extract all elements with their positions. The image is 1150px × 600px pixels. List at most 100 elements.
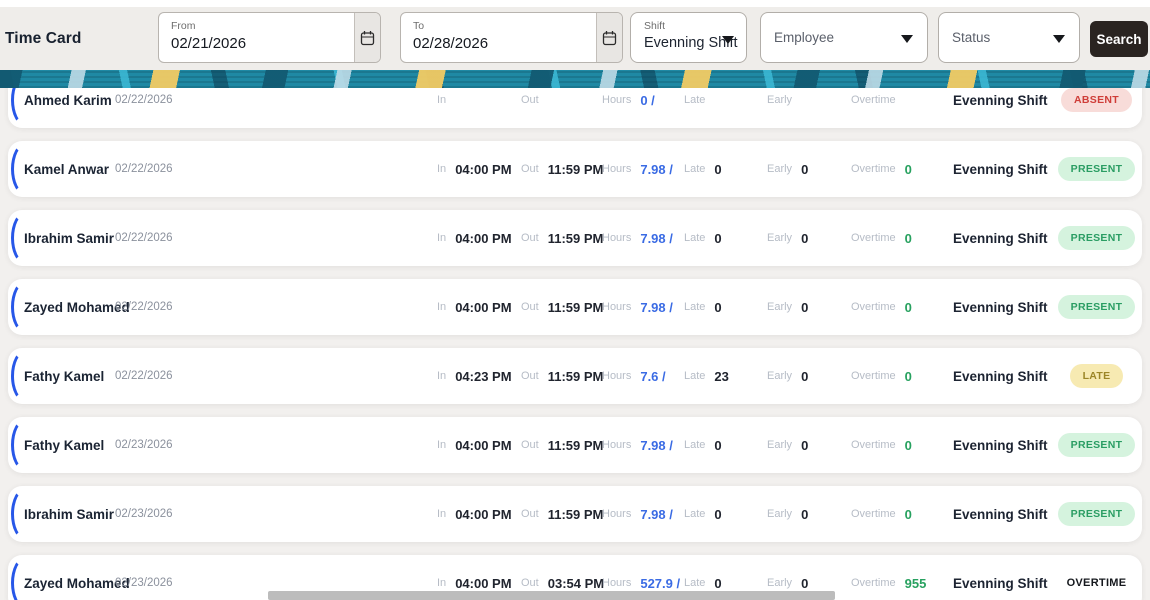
late-stat: Late 0 bbox=[684, 506, 722, 522]
row-accent bbox=[11, 350, 31, 402]
in-stat: In 04:23 PM bbox=[437, 368, 512, 384]
shift-value: Evenning Shift bbox=[644, 35, 738, 51]
out-stat: Out 11:59 PM bbox=[521, 299, 604, 315]
in-stat: In 04:00 PM bbox=[437, 506, 512, 522]
row-shift: Evenning Shift bbox=[953, 437, 1048, 453]
search-button[interactable]: Search bbox=[1090, 21, 1148, 57]
in-stat: In 04:00 PM bbox=[437, 299, 512, 315]
late-stat: Late 0 bbox=[684, 437, 722, 453]
status-badge: PRESENT bbox=[1057, 226, 1136, 250]
to-date-field[interactable]: To 02/28/2026 bbox=[400, 12, 623, 63]
row-accent bbox=[11, 212, 31, 264]
early-stat: Early 0 bbox=[767, 506, 809, 522]
hours-stat: Hours 0 / bbox=[602, 92, 655, 108]
from-label: From bbox=[171, 20, 196, 32]
employee-name: Zayed Mohamed bbox=[24, 299, 130, 315]
status-dropdown[interactable]: Status bbox=[938, 12, 1080, 63]
out-stat: Out 03:54 PM bbox=[521, 575, 605, 591]
out-stat: Out 11:59 PM bbox=[521, 437, 604, 453]
status-badge: PRESENT bbox=[1057, 295, 1136, 319]
row-date: 02/22/2026 bbox=[115, 232, 173, 244]
row-accent bbox=[11, 419, 31, 471]
out-stat: Out 11:59 PM bbox=[521, 161, 604, 177]
early-stat: Early 0 bbox=[767, 575, 809, 591]
out-stat: Out 11:59 PM bbox=[521, 506, 604, 522]
in-stat: In 04:00 PM bbox=[437, 575, 512, 591]
status-badge: PRESENT bbox=[1057, 157, 1136, 181]
table-row[interactable]: Ibrahim Samir 02/23/2026 In 04:00 PM Out 1… bbox=[8, 486, 1142, 542]
row-accent bbox=[11, 488, 31, 540]
hours-stat: Hours 7.6 / bbox=[602, 368, 666, 384]
hours-stat: Hours 7.98 / bbox=[602, 506, 673, 522]
table-row[interactable]: Fathy Kamel 02/22/2026 In 04:23 PM Out 11:… bbox=[8, 348, 1142, 404]
from-calendar-icon[interactable] bbox=[354, 13, 380, 62]
chevron-down-icon bbox=[1053, 34, 1065, 43]
status-placeholder: Status bbox=[952, 30, 991, 45]
to-calendar-icon[interactable] bbox=[596, 13, 622, 62]
employee-placeholder: Employee bbox=[774, 30, 835, 45]
status-badge: OVERTIME bbox=[1066, 577, 1127, 589]
employee-name: Ahmed Karim bbox=[24, 92, 112, 108]
overtime-stat: Overtime 0 bbox=[851, 368, 912, 384]
late-stat: Late 0 bbox=[684, 230, 722, 246]
out-stat: Out bbox=[521, 94, 539, 106]
shift-label: Shift bbox=[644, 20, 666, 32]
chevron-down-icon bbox=[901, 34, 913, 43]
overtime-stat: Overtime 0 bbox=[851, 506, 912, 522]
row-date: 02/22/2026 bbox=[115, 94, 173, 106]
row-shift: Evenning Shift bbox=[953, 92, 1048, 108]
top-strip bbox=[0, 0, 1150, 7]
shift-dropdown[interactable]: Shift Evenning Shift bbox=[630, 12, 747, 63]
row-shift: Evenning Shift bbox=[953, 368, 1048, 384]
timecard-list: Ahmed Karim 02/22/2026 In Out Hours 0 / L… bbox=[0, 70, 1150, 600]
out-stat: Out 11:59 PM bbox=[521, 368, 604, 384]
employee-name: Zayed Mohamed bbox=[24, 575, 130, 591]
row-date: 02/23/2026 bbox=[115, 439, 173, 451]
row-shift: Evenning Shift bbox=[953, 161, 1048, 177]
late-stat: Late 0 bbox=[684, 575, 722, 591]
overtime-stat: Overtime bbox=[851, 94, 896, 106]
overtime-stat: Overtime 0 bbox=[851, 230, 912, 246]
row-accent bbox=[11, 74, 31, 126]
page-title: Time Card bbox=[5, 29, 82, 47]
in-stat: In 04:00 PM bbox=[437, 161, 512, 177]
employee-name: Ibrahim Samir bbox=[24, 506, 115, 522]
in-stat: In bbox=[437, 94, 447, 106]
from-date-field[interactable]: From 02/21/2026 bbox=[158, 12, 381, 63]
table-row[interactable]: Zayed Mohamed 02/22/2026 In 04:00 PM Out 1… bbox=[8, 279, 1142, 335]
hours-stat: Hours 7.98 / bbox=[602, 161, 673, 177]
filter-bar: Time Card From 02/21/2026 To 02/28/2026 bbox=[0, 7, 1150, 70]
row-shift: Evenning Shift bbox=[953, 575, 1048, 591]
early-stat: Early 0 bbox=[767, 299, 809, 315]
to-label: To bbox=[413, 20, 425, 32]
chevron-down-icon bbox=[722, 36, 734, 44]
employee-name: Fathy Kamel bbox=[24, 437, 105, 453]
early-stat: Early 0 bbox=[767, 368, 809, 384]
row-date: 02/22/2026 bbox=[115, 370, 173, 382]
early-stat: Early bbox=[767, 94, 793, 106]
row-date: 02/23/2026 bbox=[115, 508, 173, 520]
hours-stat: Hours 7.98 / bbox=[602, 230, 673, 246]
row-shift: Evenning Shift bbox=[953, 230, 1048, 246]
status-badge: ABSENT bbox=[1061, 88, 1132, 112]
early-stat: Early 0 bbox=[767, 161, 809, 177]
early-stat: Early 0 bbox=[767, 437, 809, 453]
table-row[interactable]: Kamel Anwar 02/22/2026 In 04:00 PM Out 11:… bbox=[8, 141, 1142, 197]
table-row[interactable]: Ibrahim Samir 02/22/2026 In 04:00 PM Out 1… bbox=[8, 210, 1142, 266]
row-date: 02/22/2026 bbox=[115, 301, 173, 313]
in-stat: In 04:00 PM bbox=[437, 437, 512, 453]
row-accent bbox=[11, 143, 31, 195]
employee-name: Ibrahim Samir bbox=[24, 230, 115, 246]
overtime-stat: Overtime 0 bbox=[851, 299, 912, 315]
row-date: 02/22/2026 bbox=[115, 163, 173, 175]
horizontal-scrollbar[interactable] bbox=[268, 591, 835, 600]
table-row[interactable]: Fathy Kamel 02/23/2026 In 04:00 PM Out 11:… bbox=[8, 417, 1142, 473]
status-badge: LATE bbox=[1069, 364, 1124, 388]
out-stat: Out 11:59 PM bbox=[521, 230, 604, 246]
overtime-stat: Overtime 0 bbox=[851, 161, 912, 177]
status-badge: PRESENT bbox=[1057, 502, 1136, 526]
row-date: 02/23/2026 bbox=[115, 577, 173, 589]
employee-name: Kamel Anwar bbox=[24, 161, 110, 177]
employee-dropdown[interactable]: Employee bbox=[760, 12, 928, 63]
row-accent bbox=[11, 281, 31, 333]
